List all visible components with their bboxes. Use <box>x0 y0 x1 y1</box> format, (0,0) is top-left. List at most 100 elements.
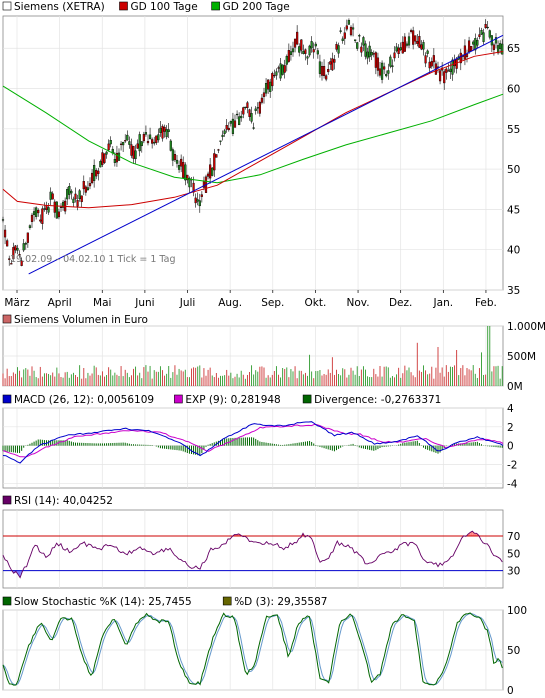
macd-y-tick: 4 <box>507 403 514 415</box>
candle-body <box>99 161 102 168</box>
rsi-y-tick: 50 <box>507 548 520 560</box>
candle-body <box>314 43 317 47</box>
month-label: Juli <box>179 297 196 309</box>
candle-body <box>171 149 174 161</box>
rsi-overbought-fill <box>474 533 477 536</box>
candle-body <box>188 177 191 188</box>
candle-body <box>360 46 363 53</box>
candle-body <box>215 154 218 158</box>
candle-body <box>130 144 133 156</box>
candle-body <box>18 254 21 256</box>
candle-body <box>459 52 462 64</box>
candle-body <box>260 97 264 103</box>
month-label: Nov. <box>347 297 370 309</box>
legend-swatch-macd <box>2 394 12 404</box>
candle-body <box>496 45 500 54</box>
candle-body <box>22 243 25 251</box>
candle-body <box>393 52 396 59</box>
candle-body <box>445 68 448 73</box>
candle-body <box>72 198 75 203</box>
candle-body <box>499 43 502 49</box>
candle-body <box>358 35 361 37</box>
candle-body <box>49 191 52 200</box>
macd-line <box>2 421 504 464</box>
month-label: Okt. <box>305 297 327 309</box>
rsi-y-tick: 30 <box>507 566 520 578</box>
candle-body <box>148 134 152 140</box>
candle-body <box>113 159 116 163</box>
candle-body <box>151 139 154 144</box>
legend-price: Siemens (XETRA) <box>14 1 105 13</box>
candle-body <box>397 47 400 55</box>
candle-body <box>184 164 187 181</box>
candle-body <box>122 142 125 146</box>
candle-body <box>354 39 357 41</box>
volume-y-tick: 500M <box>507 351 536 363</box>
date-range-note: 19.02.09 – 04.02.10 1 Tick = 1 Tag <box>10 254 176 265</box>
candle-body <box>225 125 228 130</box>
candle-body <box>144 132 148 135</box>
price-y-tick: 60 <box>507 84 520 96</box>
candle-body <box>337 45 340 54</box>
candle-body <box>240 115 243 119</box>
candle-body <box>432 55 435 63</box>
candle-body <box>32 211 36 215</box>
candle-body <box>138 134 141 152</box>
month-label: Jan. <box>433 297 454 309</box>
candle-body <box>285 56 288 65</box>
candle-body <box>277 67 280 69</box>
candle-body <box>271 73 274 87</box>
candle-body <box>308 45 311 56</box>
candle-body <box>269 81 272 92</box>
candle-body <box>250 113 253 122</box>
candle-body <box>275 71 278 76</box>
candle-body <box>55 201 58 219</box>
candle-body <box>256 107 259 109</box>
candle-body <box>88 183 92 187</box>
candle-body <box>262 92 266 97</box>
candle-body <box>385 74 388 77</box>
stochastic-k-line <box>2 612 503 686</box>
month-label: Dez. <box>389 297 412 309</box>
candle-body <box>20 260 23 266</box>
candle-body <box>24 243 27 245</box>
candle-body <box>41 208 44 224</box>
candle-body <box>395 46 398 52</box>
candle-body <box>39 219 42 222</box>
candle-body <box>345 25 348 30</box>
candle-body <box>175 159 179 164</box>
candle-body <box>223 130 226 134</box>
candle-body <box>68 186 71 195</box>
candle-body <box>474 38 477 51</box>
candle-body <box>409 30 413 32</box>
candle-body <box>140 141 143 147</box>
exp-line <box>2 423 504 458</box>
month-label: April <box>48 297 72 309</box>
legend-stoch-d: %D (3): 29,35587 <box>234 596 327 608</box>
month-label: Sep. <box>261 297 284 309</box>
candle-body <box>103 153 106 163</box>
candle-body <box>327 68 330 73</box>
candle-body <box>231 118 235 134</box>
candle-body <box>416 40 419 44</box>
candle-body <box>339 30 342 32</box>
candle-body <box>302 51 305 54</box>
candle-body <box>35 207 38 217</box>
candle-body <box>153 141 156 144</box>
candle-body <box>335 44 338 50</box>
candle-body <box>242 107 245 115</box>
candle-body <box>438 70 442 82</box>
candle-body <box>420 44 423 50</box>
candle-body <box>399 47 402 51</box>
candle-body <box>289 51 293 55</box>
candle-body <box>486 26 489 29</box>
candle-body <box>343 32 346 39</box>
candle-body <box>463 45 467 60</box>
candle-body <box>246 102 249 108</box>
candle-body <box>376 57 380 71</box>
candle-body <box>90 172 94 184</box>
candle-body <box>470 46 473 52</box>
legend-swatch-divergence <box>302 394 312 404</box>
